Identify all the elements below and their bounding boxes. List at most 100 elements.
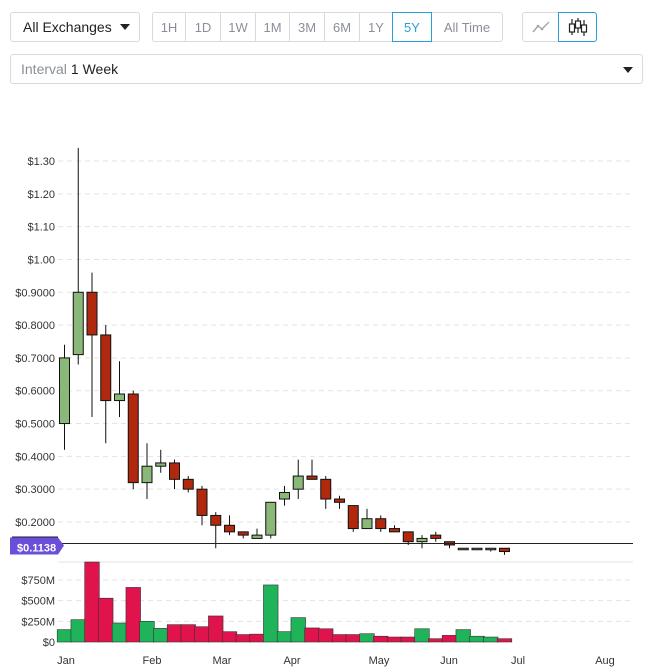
range-3m[interactable]: 3M xyxy=(289,12,325,42)
candle xyxy=(306,459,318,480)
candle xyxy=(155,449,167,473)
candle-body xyxy=(306,475,318,480)
range-6m-label: 6M xyxy=(332,19,352,35)
exchange-select-value: All Exchanges xyxy=(23,19,112,35)
volume-bar xyxy=(153,628,169,643)
candlestick-chart-icon xyxy=(568,18,587,36)
volume-bar xyxy=(180,624,196,643)
range-1d-label: 1D xyxy=(194,19,212,35)
candle-body xyxy=(196,488,208,516)
candle xyxy=(169,459,180,490)
candle-body xyxy=(237,531,249,536)
candle xyxy=(210,512,222,549)
candle xyxy=(251,528,263,539)
candle xyxy=(114,361,125,417)
range-1w-label: 1W xyxy=(228,19,248,35)
candle xyxy=(86,272,98,417)
price-tick-label: $1.10 xyxy=(27,222,55,234)
range-all-time[interactable]: All Time xyxy=(431,12,503,42)
candle xyxy=(265,501,277,539)
volume-bar xyxy=(125,587,141,643)
range-1h-label: 1H xyxy=(160,19,178,35)
candle xyxy=(402,531,414,545)
volume-bar xyxy=(235,634,251,643)
line-chart-button[interactable] xyxy=(522,12,559,42)
candle-body xyxy=(334,498,345,503)
volume-bar xyxy=(331,634,348,643)
candle-body xyxy=(457,547,469,551)
volume-tick-label: $750M xyxy=(21,575,55,587)
candle-body xyxy=(471,547,483,551)
range-all-time-label: All Time xyxy=(443,19,491,35)
price-tick-label: $0.3000 xyxy=(15,484,55,496)
volume-bar xyxy=(455,629,471,643)
range-1d[interactable]: 1D xyxy=(185,12,221,42)
candle-body xyxy=(114,393,125,402)
candle-body xyxy=(361,518,373,530)
range-1y-label: 1Y xyxy=(368,19,384,35)
range-6m[interactable]: 6M xyxy=(324,12,360,42)
candle xyxy=(457,547,469,551)
price-tick-label: $0.6000 xyxy=(15,386,55,398)
candle-body xyxy=(485,547,497,551)
candle-body xyxy=(292,475,304,490)
volume-bar xyxy=(111,622,128,643)
candlestick-chart-button[interactable] xyxy=(558,12,597,42)
volume-bar xyxy=(400,636,416,643)
volume-bar xyxy=(359,633,375,643)
range-1m-label: 1M xyxy=(263,19,282,35)
volume-bar xyxy=(373,635,389,643)
volume-bar xyxy=(414,628,430,643)
range-5y[interactable]: 5Y xyxy=(392,12,432,42)
volume-bar xyxy=(70,619,86,643)
x-tick-label: May xyxy=(369,655,390,667)
volume-bar xyxy=(263,584,279,643)
candle-body xyxy=(141,465,153,484)
candle xyxy=(416,535,428,549)
volume-bar xyxy=(98,597,114,643)
candle xyxy=(471,547,483,551)
current-price-label: $0.1138 xyxy=(17,543,56,555)
candle-body xyxy=(224,524,235,533)
chevron-down-icon xyxy=(120,24,130,30)
volume-bar xyxy=(483,636,499,643)
candle xyxy=(334,495,345,509)
candle-body xyxy=(86,291,98,336)
price-tick-label: $0.2000 xyxy=(15,517,55,529)
volume-bar xyxy=(345,634,361,643)
candle-body xyxy=(347,505,359,530)
candle xyxy=(361,508,373,530)
price-tick-label: $0.4000 xyxy=(15,451,55,463)
volume-bar xyxy=(386,636,403,643)
candle-body xyxy=(265,501,277,536)
candle-body xyxy=(416,537,428,543)
candle-body xyxy=(430,534,442,539)
exchange-select[interactable]: All Exchanges xyxy=(10,12,140,42)
x-tick-label: Aug xyxy=(595,655,615,667)
candle xyxy=(499,547,510,555)
candle xyxy=(347,505,359,532)
price-tick-label: $0.8000 xyxy=(15,320,55,332)
candle xyxy=(237,531,249,539)
range-1m[interactable]: 1M xyxy=(255,12,290,42)
candle xyxy=(224,515,235,536)
candle xyxy=(196,485,208,526)
candle xyxy=(292,459,304,500)
volume-bar xyxy=(441,635,458,643)
volume-bar xyxy=(166,624,183,643)
volume-bar xyxy=(276,631,293,643)
candle-body xyxy=(389,528,400,533)
candle-body xyxy=(499,547,510,553)
candle xyxy=(279,485,290,506)
interval-select[interactable]: Interval 1 Week xyxy=(10,54,643,84)
x-tick-label: Mar xyxy=(213,655,232,667)
price-tick-label: $0.7000 xyxy=(15,353,55,365)
candle-body xyxy=(210,514,222,526)
volume-bar xyxy=(56,629,73,643)
volume-bar xyxy=(428,638,444,643)
x-tick-label: Apr xyxy=(283,655,300,667)
chevron-down-icon xyxy=(623,67,633,73)
candle xyxy=(430,531,442,542)
range-3m-label: 3M xyxy=(297,19,317,35)
